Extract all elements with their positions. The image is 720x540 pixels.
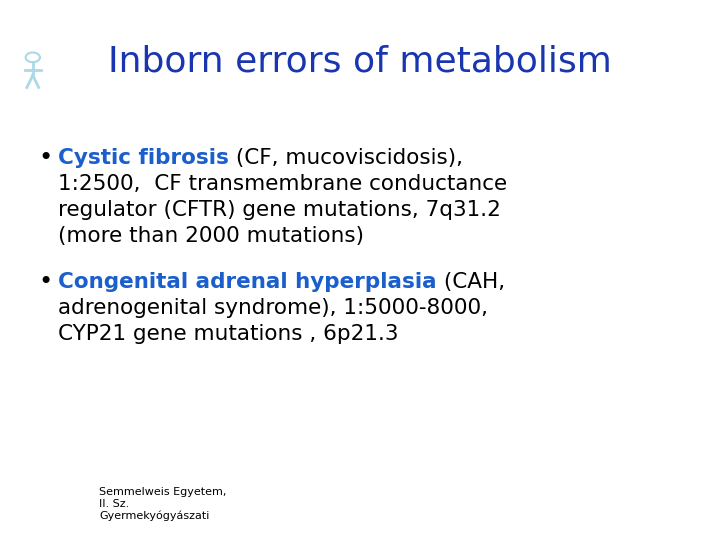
Text: (CF, mucoviscidosis),: (CF, mucoviscidosis), [229,148,463,168]
Text: •: • [38,270,53,294]
Text: regulator (CFTR) gene mutations, 7q31.2: regulator (CFTR) gene mutations, 7q31.2 [58,200,501,220]
Text: •: • [38,146,53,170]
Text: 1:2500,  CF transmembrane conductance: 1:2500, CF transmembrane conductance [58,174,507,194]
Text: Inborn errors of metabolism: Inborn errors of metabolism [108,45,612,79]
Text: Gyermekyógyászati: Gyermekyógyászati [99,511,210,521]
Text: (more than 2000 mutations): (more than 2000 mutations) [58,226,364,246]
Text: CYP21 gene mutations , 6p21.3: CYP21 gene mutations , 6p21.3 [58,324,398,344]
Text: II. Sz.: II. Sz. [99,499,130,509]
Text: Semmelweis Egyetem,: Semmelweis Egyetem, [99,487,226,497]
Text: Cystic fibrosis: Cystic fibrosis [58,148,229,168]
Text: (CAH,: (CAH, [436,272,505,292]
Text: adrenogenital syndrome), 1:5000-8000,: adrenogenital syndrome), 1:5000-8000, [58,298,488,318]
Text: Congenital adrenal hyperplasia: Congenital adrenal hyperplasia [58,272,436,292]
